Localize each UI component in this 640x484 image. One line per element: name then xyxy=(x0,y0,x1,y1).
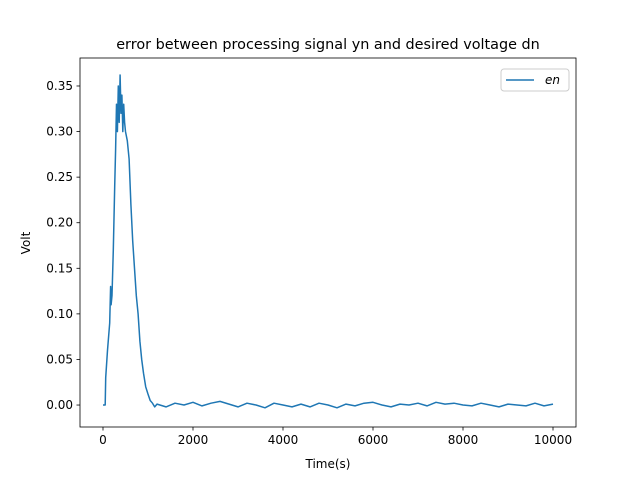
x-tick-label: 4000 xyxy=(268,433,299,447)
y-tick-label: 0.05 xyxy=(46,352,73,366)
legend-label: en xyxy=(545,73,560,87)
x-tick-label: 6000 xyxy=(358,433,389,447)
chart-title: error between processing signal yn and d… xyxy=(116,37,540,53)
y-tick-label: 0.00 xyxy=(46,398,73,412)
legend: en xyxy=(500,68,570,92)
x-tick-label: 10000 xyxy=(534,433,572,447)
x-tick-label: 2000 xyxy=(178,433,209,447)
x-tick-label: 0 xyxy=(99,433,107,447)
y-tick-label: 0.20 xyxy=(46,216,73,230)
y-tick-label: 0.35 xyxy=(46,79,73,93)
x-tick-label: 8000 xyxy=(448,433,479,447)
legend-box xyxy=(500,68,570,92)
y-tick-label: 0.10 xyxy=(46,307,73,321)
y-tick-label: 0.15 xyxy=(46,261,73,275)
y-tick-label: 0.30 xyxy=(46,125,73,139)
series-line-en xyxy=(103,74,554,409)
axes-frame xyxy=(79,57,577,428)
x-axis-label: Time(s) xyxy=(305,457,351,471)
y-tick-label: 0.25 xyxy=(46,170,73,184)
y-axis-label: Volt xyxy=(19,231,33,254)
